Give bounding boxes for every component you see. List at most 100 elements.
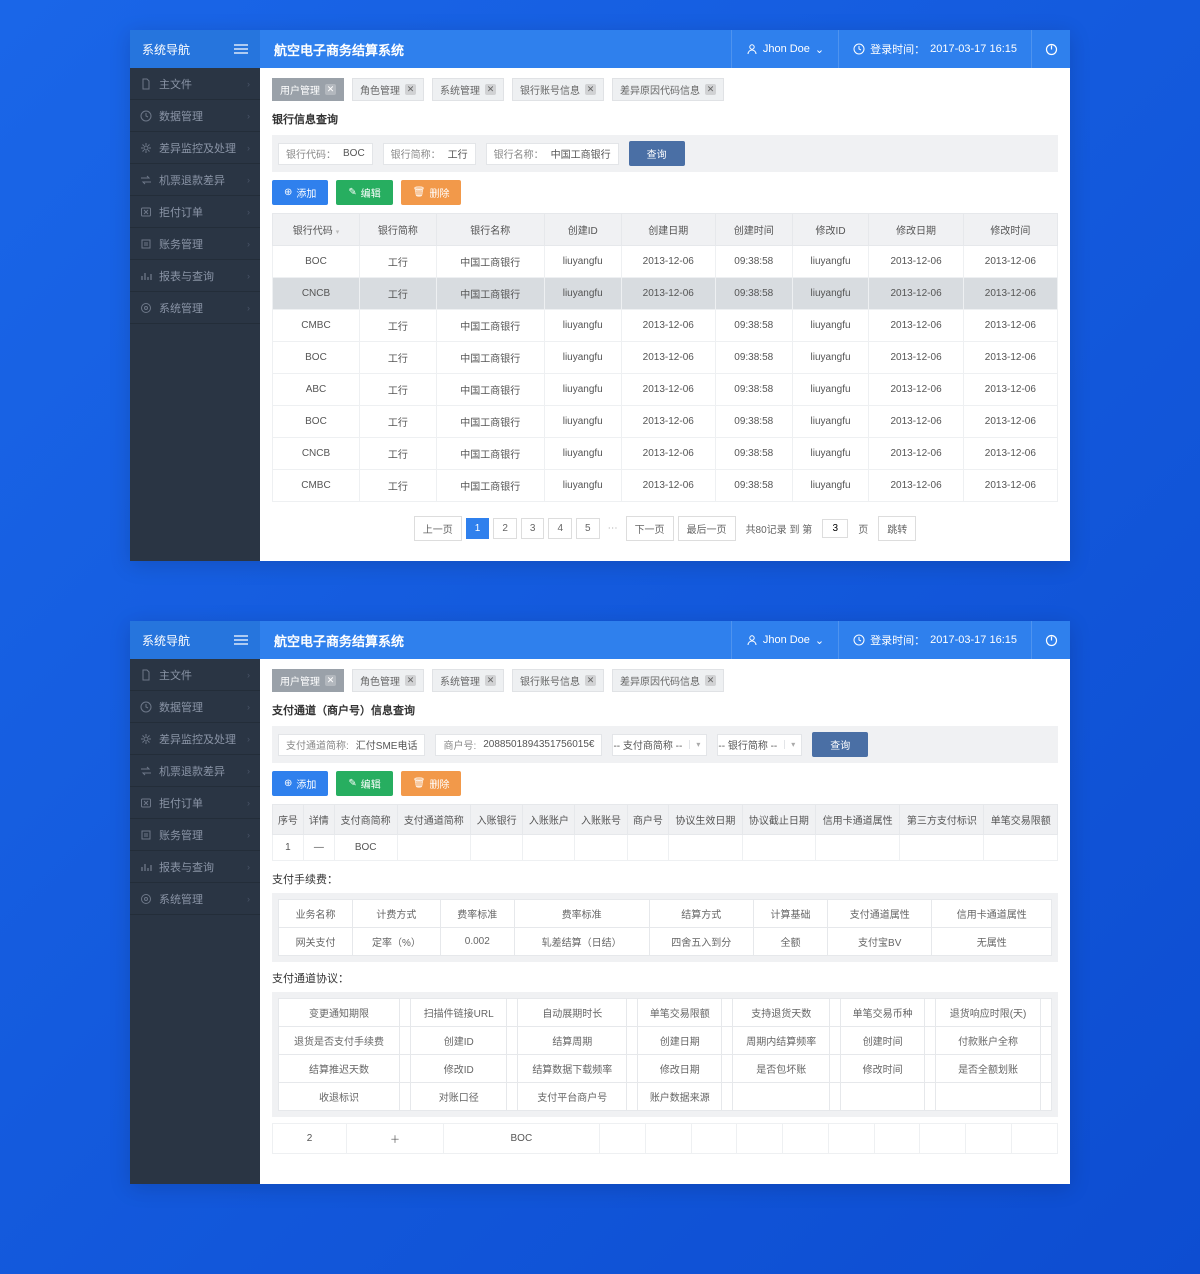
pager-goto-input[interactable] (822, 519, 848, 538)
close-icon[interactable]: ✕ (405, 675, 416, 686)
sidebar-item-label: 报表与查询 (159, 859, 214, 875)
tab[interactable]: 用户管理✕ (272, 78, 344, 101)
topbar: 系统导航 航空电子商务结算系统 Jhon Doe ⌄ 登录时间：2017-03-… (130, 30, 1070, 68)
sidebar-item[interactable]: 数据管理› (130, 100, 260, 132)
filter-field[interactable]: 商户号:2088501894351756015€ (435, 734, 602, 756)
kv-cell: 结算周期 (518, 1027, 627, 1055)
table-row[interactable]: BOC工行中国工商银行liuyangfu2013-12-0609:38:58li… (273, 246, 1058, 278)
table-header[interactable]: 修改日期 (869, 214, 963, 246)
table-header[interactable]: 修改ID (792, 214, 869, 246)
pager-prev[interactable]: 上一页 (414, 516, 462, 541)
tab[interactable]: 差异原因代码信息✕ (612, 78, 724, 101)
table-row[interactable]: 1—BOC (273, 835, 1058, 861)
user-menu[interactable]: Jhon Doe ⌄ (731, 621, 839, 659)
table-row[interactable]: ABC工行中国工商银行liuyangfu2013-12-0609:38:58li… (273, 374, 1058, 406)
tab[interactable]: 用户管理✕ (272, 669, 344, 692)
sidebar-item[interactable]: 账务管理› (130, 819, 260, 851)
filter-field[interactable]: 银行名称：中国工商银行 (486, 143, 619, 165)
tab[interactable]: 角色管理✕ (352, 669, 424, 692)
table-header[interactable]: 银行名称 (436, 214, 544, 246)
sidebar-item[interactable]: 报表与查询› (130, 260, 260, 292)
table-row[interactable]: CMBC工行中国工商银行liuyangfu2013-12-0609:38:58l… (273, 310, 1058, 342)
table-header[interactable]: 修改时间 (963, 214, 1057, 246)
pager-jump[interactable]: 跳转 (878, 516, 916, 541)
tab[interactable]: 银行账号信息✕ (512, 78, 604, 101)
sidebar: 主文件›数据管理›差异监控及处理›机票退款差异›拒付订单›账务管理›报表与查询›… (130, 659, 260, 1184)
sidebar-item[interactable]: 差异监控及处理› (130, 723, 260, 755)
pager-next[interactable]: 下一页 (626, 516, 674, 541)
tab[interactable]: 系统管理✕ (432, 78, 504, 101)
pager-page[interactable]: 4 (548, 518, 572, 539)
table-header[interactable]: 创建日期 (621, 214, 715, 246)
sidebar-item[interactable]: 机票退款差异› (130, 164, 260, 196)
query-button[interactable]: 查询 (629, 141, 685, 166)
sidebar-item[interactable]: 主文件› (130, 68, 260, 100)
sidebar-item[interactable]: 账务管理› (130, 228, 260, 260)
close-icon[interactable]: ✕ (705, 675, 716, 686)
table-header[interactable]: 创建时间 (715, 214, 792, 246)
delete-button[interactable]: 🗑删除 (401, 771, 462, 796)
user-menu[interactable]: Jhon Doe ⌄ (731, 30, 839, 68)
filter-field[interactable]: 银行简称：工行 (383, 143, 476, 165)
menu-icon[interactable] (234, 635, 248, 645)
swap-icon (140, 174, 152, 186)
table-header[interactable]: 银行简称 (359, 214, 436, 246)
tab[interactable]: 银行账号信息✕ (512, 669, 604, 692)
kv-cell: 0.002 (440, 928, 514, 956)
close-icon[interactable]: ✕ (325, 84, 336, 95)
tab[interactable]: 系统管理✕ (432, 669, 504, 692)
pager-page[interactable]: 5 (576, 518, 600, 539)
filter-field[interactable]: 支付通道简称:汇付SME电话 (278, 734, 425, 756)
sidebar-item-label: 系统管理 (159, 300, 203, 316)
close-icon[interactable]: ✕ (405, 84, 416, 95)
power-button[interactable] (1032, 30, 1070, 68)
sidebar-item[interactable]: 报表与查询› (130, 851, 260, 883)
close-icon[interactable]: ✕ (325, 675, 336, 686)
table-row[interactable]: BOC工行中国工商银行liuyangfu2013-12-0609:38:58li… (273, 342, 1058, 374)
table-header[interactable]: 银行代码▾ (273, 214, 360, 246)
filter-field[interactable]: -- 银行简称 --▾ (717, 734, 802, 756)
sidebar-item[interactable]: 拒付订单 › (130, 196, 260, 228)
kv-cell (733, 1083, 830, 1111)
chevron-right-icon: › (247, 207, 250, 217)
add-button[interactable]: ⊕添加 (272, 180, 328, 205)
table-row[interactable]: 2＋BOC (273, 1124, 1058, 1154)
close-icon[interactable]: ✕ (705, 84, 716, 95)
pager-page[interactable]: 2 (493, 518, 517, 539)
table-row[interactable]: CNCB工行中国工商银行liuyangfu2013-12-0609:38:58l… (273, 278, 1058, 310)
sidebar-item[interactable]: 系统管理› (130, 292, 260, 324)
pager-page[interactable]: 1 (466, 518, 490, 539)
query-button[interactable]: 查询 (812, 732, 868, 757)
pager-page[interactable]: 3 (521, 518, 545, 539)
table-cell: 09:38:58 (715, 310, 792, 342)
filter-field[interactable]: -- 支付商简称 --▾ (612, 734, 707, 756)
tab[interactable]: 差异原因代码信息✕ (612, 669, 724, 692)
delete-button[interactable]: 🗑删除 (401, 180, 462, 205)
close-icon[interactable]: ✕ (585, 675, 596, 686)
sidebar-item[interactable]: 机票退款差异› (130, 755, 260, 787)
edit-button[interactable]: ✎编辑 (336, 771, 392, 796)
sidebar-item[interactable]: 系统管理› (130, 883, 260, 915)
sidebar-item[interactable]: 主文件› (130, 659, 260, 691)
table-row[interactable]: BOC工行中国工商银行liuyangfu2013-12-0609:38:58li… (273, 406, 1058, 438)
sidebar-item[interactable]: 差异监控及处理› (130, 132, 260, 164)
table-row[interactable]: CNCB工行中国工商银行liuyangfu2013-12-0609:38:58l… (273, 438, 1058, 470)
sidebar-item[interactable]: 数据管理› (130, 691, 260, 723)
edit-button[interactable]: ✎编辑 (336, 180, 392, 205)
add-button[interactable]: ⊕添加 (272, 771, 328, 796)
pager-last[interactable]: 最后一页 (678, 516, 736, 541)
kv-cell: 费率标准 (440, 900, 514, 928)
menu-icon[interactable] (234, 44, 248, 54)
tab[interactable]: 角色管理✕ (352, 78, 424, 101)
table-row[interactable]: CMBC工行中国工商银行liuyangfu2013-12-0609:38:58l… (273, 470, 1058, 502)
table-header[interactable]: 创建ID (544, 214, 621, 246)
filter-field[interactable]: 银行代码：BOC (278, 143, 373, 165)
power-button[interactable] (1032, 621, 1070, 659)
sidebar-item-label: 机票退款差异 (159, 172, 225, 188)
expand-row-table: 2＋BOC (272, 1123, 1058, 1154)
sidebar-item[interactable]: 拒付订单› (130, 787, 260, 819)
close-icon[interactable]: ✕ (485, 675, 496, 686)
close-icon[interactable]: ✕ (485, 84, 496, 95)
close-icon[interactable]: ✕ (585, 84, 596, 95)
sidebar-item-label: 拒付订单 (159, 204, 203, 220)
